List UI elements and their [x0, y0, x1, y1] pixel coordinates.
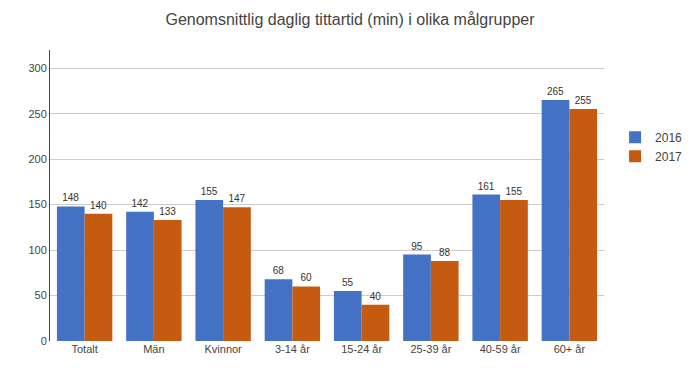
svg-text:15-24 år: 15-24 år — [341, 343, 382, 355]
svg-text:155: 155 — [201, 186, 218, 197]
svg-text:250: 250 — [28, 108, 46, 120]
svg-text:265: 265 — [547, 86, 564, 97]
svg-text:40: 40 — [370, 291, 382, 302]
svg-text:Genomsnittlig daglig tittartid: Genomsnittlig daglig tittartid (min) i o… — [165, 11, 535, 28]
svg-text:3-14 år: 3-14 år — [275, 343, 310, 355]
svg-text:Totalt: Totalt — [71, 343, 97, 355]
svg-text:40-59 år: 40-59 år — [480, 343, 521, 355]
svg-text:0: 0 — [41, 335, 47, 347]
svg-text:133: 133 — [159, 206, 176, 217]
svg-text:50: 50 — [35, 289, 47, 301]
svg-text:161: 161 — [478, 181, 495, 192]
svg-text:2016: 2016 — [655, 131, 682, 145]
svg-text:100: 100 — [28, 244, 46, 256]
svg-text:55: 55 — [342, 277, 354, 288]
svg-text:200: 200 — [28, 153, 46, 165]
svg-text:25-39 år: 25-39 år — [410, 343, 451, 355]
svg-text:300: 300 — [28, 62, 46, 74]
svg-text:2017: 2017 — [655, 150, 682, 164]
svg-text:150: 150 — [28, 198, 46, 210]
svg-text:155: 155 — [505, 186, 522, 197]
svg-text:Kvinnor: Kvinnor — [204, 343, 242, 355]
svg-text:147: 147 — [228, 193, 245, 204]
svg-text:95: 95 — [411, 241, 423, 252]
svg-text:88: 88 — [439, 247, 451, 258]
svg-text:68: 68 — [273, 265, 285, 276]
svg-text:148: 148 — [62, 192, 79, 203]
svg-text:60: 60 — [300, 272, 312, 283]
svg-text:60+ år: 60+ år — [554, 343, 586, 355]
svg-text:142: 142 — [131, 198, 148, 209]
svg-text:255: 255 — [575, 95, 592, 106]
svg-text:140: 140 — [90, 200, 107, 211]
svg-text:Män: Män — [143, 343, 164, 355]
